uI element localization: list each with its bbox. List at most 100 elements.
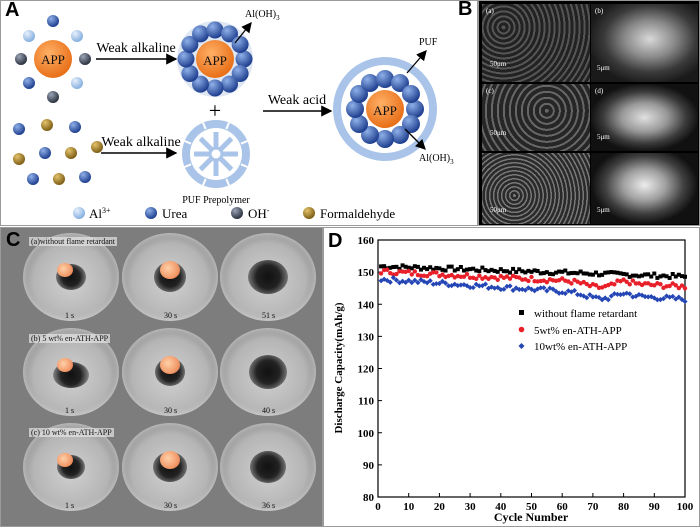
row-b-label: (b) 5 wt% en-ATH-APP: [29, 334, 111, 343]
puf-label: PUF: [419, 37, 438, 48]
data-point-2: [639, 292, 645, 298]
data-point-0: [673, 274, 678, 279]
data-point-1: [652, 283, 657, 288]
urea-sphere: [221, 75, 238, 93]
data-point-0: [483, 268, 488, 273]
data-point-0: [446, 264, 451, 269]
data-point-2: [624, 290, 630, 296]
data-point-1: [667, 283, 672, 289]
urea-sphere: [391, 74, 409, 93]
panel-c-label: C: [6, 229, 21, 251]
data-point-2: [436, 280, 442, 287]
data-point-1: [477, 273, 482, 278]
data-point-0: [391, 265, 396, 270]
burning-sample: [57, 263, 73, 277]
data-point-0: [544, 270, 549, 275]
data-point-2: [670, 293, 676, 300]
panel-b-sem: (a) 50μm (b) 5μm (c) 50μm (d) 5μm 50μm 5…: [478, 0, 700, 226]
legend-label-1: 5wt% en-ATH-APP: [534, 325, 622, 337]
burning-sample: [160, 451, 180, 469]
urea-sphere: [391, 125, 409, 144]
data-point-1: [633, 281, 639, 286]
data-point-0: [480, 265, 485, 270]
x-tick-label: 10: [403, 501, 415, 513]
urea-sphere: [401, 85, 420, 103]
data-point-0: [409, 266, 414, 271]
data-point-2: [602, 295, 608, 301]
data-point-0: [498, 267, 503, 272]
data-point-0: [612, 270, 617, 275]
data-point-0: [382, 264, 387, 269]
data-point-0: [547, 271, 552, 276]
data-point-2: [614, 291, 621, 297]
data-point-1: [679, 283, 685, 288]
x-tick-label: 70: [587, 501, 599, 513]
data-point-0: [412, 264, 417, 269]
puf-prepolymer-label: PUF Prepolymer: [182, 195, 250, 206]
sem-image-d: (d) 5μm: [591, 84, 698, 151]
data-point-0: [575, 271, 580, 276]
sem-image-e: 50μm: [482, 153, 590, 224]
legend-a: Al3+ Urea OH- Formaldehyde: [73, 206, 395, 221]
data-point-0: [606, 270, 611, 275]
data-point-0: [458, 264, 463, 269]
data-point-0: [388, 265, 393, 270]
data-point-1: [492, 275, 497, 280]
legend-urea: Urea: [162, 206, 187, 221]
data-point-0: [400, 263, 405, 268]
data-point-1: [529, 274, 534, 280]
data-point-1: [434, 270, 439, 275]
data-point-2: [565, 288, 571, 294]
data-point-1: [461, 274, 467, 279]
legend-marker-2: [518, 343, 525, 349]
data-point-1: [449, 272, 454, 278]
time-label: 40 s: [262, 406, 276, 415]
data-point-0: [486, 269, 491, 274]
petri-dish: 1 s: [23, 233, 119, 321]
data-point-1: [412, 269, 418, 274]
data-point-2: [654, 297, 660, 303]
legend-marker-0: [519, 310, 524, 315]
data-point-0: [535, 268, 540, 273]
data-point-0: [541, 271, 546, 276]
burning-sample: [57, 358, 73, 372]
data-point-0: [636, 274, 641, 279]
data-point-0: [434, 265, 439, 270]
data-point-0: [581, 271, 586, 276]
petri-dish: 36 s: [220, 423, 316, 511]
time-label: 1 s: [65, 501, 75, 510]
time-label: 51 s: [262, 311, 276, 320]
y-tick-label: 160: [358, 235, 375, 247]
data-point-0: [443, 268, 448, 273]
data-point-2: [596, 294, 602, 301]
data-point-0: [554, 270, 559, 275]
y-tick-label: 110: [358, 396, 374, 408]
data-point-2: [682, 298, 688, 305]
urea-sphere: [231, 65, 249, 82]
data-point-0: [566, 271, 571, 276]
data-point-0: [667, 275, 672, 280]
data-point-0: [563, 268, 568, 273]
data-point-0: [615, 270, 620, 275]
data-point-1: [464, 272, 470, 277]
data-point-2: [556, 290, 562, 296]
data-point-1: [682, 286, 688, 291]
legend-oh: OH-: [248, 206, 270, 221]
time-label: 1 s: [65, 311, 75, 320]
urea-sphere: [181, 36, 199, 53]
data-point-0: [609, 270, 614, 275]
data-point-0: [455, 267, 460, 272]
data-point-0: [597, 273, 602, 278]
prepolymer-reactants: [13, 119, 103, 185]
chart-legend: without flame retardant 5wt% en-ATH-APP …: [518, 308, 637, 353]
data-point-0: [643, 272, 648, 277]
data-point-0: [538, 271, 543, 276]
data-point-1: [673, 283, 678, 288]
data-point-2: [507, 283, 513, 289]
urea-sphere: [376, 130, 394, 148]
data-point-1: [495, 277, 500, 283]
data-point-2: [660, 296, 667, 302]
petri-dish: 30 s: [122, 328, 218, 416]
x-tick-label: 100: [677, 501, 694, 513]
data-point-0: [640, 273, 645, 278]
